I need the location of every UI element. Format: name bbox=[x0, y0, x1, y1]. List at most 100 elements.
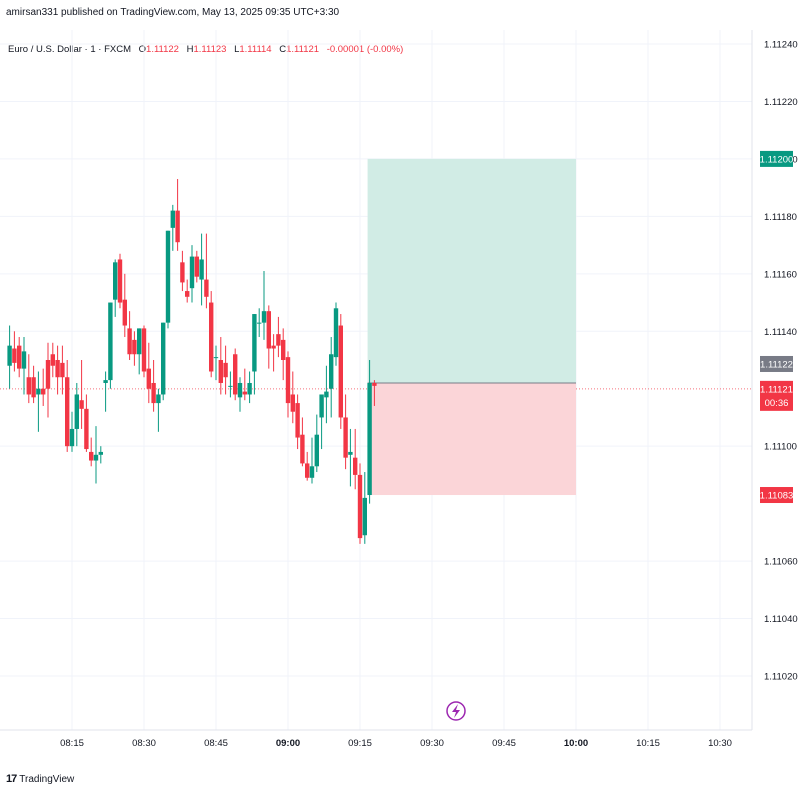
loss-zone bbox=[367, 382, 576, 496]
long-position-tool[interactable] bbox=[367, 158, 576, 496]
time-axis[interactable]: 08:15 08:30 08:45 09:00 09:15 09:30 09:45 10:00… bbox=[60, 738, 732, 749]
candle-body-57 bbox=[281, 339, 286, 360]
candle-body-36 bbox=[180, 262, 185, 283]
candle-body-37 bbox=[185, 291, 190, 297]
price-tick-0: 1.11240 bbox=[764, 40, 798, 51]
candle-body-14 bbox=[74, 394, 79, 429]
candle-body-49 bbox=[242, 391, 247, 395]
close-key: C bbox=[279, 44, 287, 55]
close-value: 1.11121 bbox=[286, 44, 320, 55]
time-tick-6: 09:45 bbox=[492, 738, 516, 749]
time-tick-5: 09:30 bbox=[420, 738, 444, 749]
candle-body-27 bbox=[137, 328, 142, 355]
candle-body-20 bbox=[103, 380, 108, 383]
time-tick-0: 08:15 bbox=[60, 738, 84, 749]
candle-body-2 bbox=[17, 345, 22, 369]
candle-body-21 bbox=[108, 302, 113, 381]
candle-body-61 bbox=[300, 434, 305, 464]
candle-body-68 bbox=[333, 308, 339, 358]
candle-body-73 bbox=[357, 474, 363, 539]
stop-badge-bg bbox=[760, 487, 793, 504]
candle-body-39 bbox=[194, 256, 199, 277]
candle-body-64 bbox=[314, 434, 319, 467]
candle-body-54 bbox=[266, 311, 271, 349]
candle-body-3 bbox=[21, 351, 27, 369]
candle-body-47 bbox=[233, 354, 238, 395]
price-tick-9: 1.11020 bbox=[764, 672, 798, 683]
time-tick-4: 09:15 bbox=[348, 738, 372, 749]
candle-body-60 bbox=[295, 403, 300, 438]
price-tick-4: 1.11160 bbox=[764, 269, 797, 280]
candle-body-1 bbox=[12, 348, 17, 363]
candle-body-17 bbox=[89, 451, 94, 461]
candle-body-58 bbox=[285, 357, 291, 404]
candle-body-23 bbox=[117, 259, 123, 303]
candle-body-31 bbox=[156, 394, 161, 404]
replay-lightning-icon[interactable] bbox=[446, 701, 466, 721]
candle-body-69 bbox=[338, 325, 343, 418]
candle-body-53 bbox=[261, 311, 267, 323]
tradingview-logo-icon: 17 bbox=[6, 773, 17, 785]
target-badge-label: 1.11200 bbox=[760, 154, 794, 165]
symbol-legend: Euro / U.S. Dollar · 1 · FXCM O1.11122 H… bbox=[8, 44, 403, 55]
candle-body-48 bbox=[237, 382, 243, 398]
candle-body-44 bbox=[218, 360, 223, 383]
low-value: 1.11114 bbox=[239, 44, 272, 55]
candle-body-42 bbox=[209, 302, 214, 372]
candle-body-72 bbox=[353, 457, 358, 475]
candle-body-56 bbox=[276, 334, 281, 346]
time-tick-3: 09:00 bbox=[276, 738, 300, 749]
candle-body-11 bbox=[60, 362, 65, 378]
candles bbox=[7, 179, 377, 544]
last-price-badge-bg bbox=[760, 380, 793, 411]
candle-body-41 bbox=[204, 279, 209, 297]
time-tick-1: 08:30 bbox=[132, 738, 156, 749]
candle-body-43 bbox=[213, 357, 219, 359]
candle-body-76 bbox=[372, 382, 377, 386]
entry-badge-bg bbox=[760, 355, 793, 372]
candle-body-16 bbox=[84, 408, 89, 450]
time-tick-9: 10:30 bbox=[708, 738, 732, 749]
price-tick-8: 1.11040 bbox=[764, 614, 798, 625]
candle-body-4 bbox=[26, 377, 31, 395]
candle-body-62 bbox=[305, 463, 310, 478]
branding-name: TradingView bbox=[19, 773, 75, 785]
candle-body-13 bbox=[69, 428, 75, 447]
candle-body-7 bbox=[41, 388, 46, 395]
candle-body-34 bbox=[170, 210, 175, 228]
candle-body-28 bbox=[141, 328, 147, 372]
candle-body-9 bbox=[50, 354, 55, 366]
candle-body-50 bbox=[247, 382, 252, 395]
candle-body-71 bbox=[348, 451, 353, 455]
symbol-name[interactable]: Euro / U.S. Dollar · 1 · FXCM bbox=[8, 44, 131, 55]
candle-body-75 bbox=[367, 382, 372, 496]
candle-body-70 bbox=[343, 417, 348, 458]
open-value: 1.11122 bbox=[146, 44, 179, 55]
candle-body-22 bbox=[113, 262, 118, 300]
publish-info: amirsan331 published on TradingView.com,… bbox=[6, 7, 340, 18]
countdown-label: 00:36 bbox=[765, 398, 789, 409]
high-key: H bbox=[186, 44, 194, 55]
candle-body-18 bbox=[93, 454, 99, 461]
candle-body-67 bbox=[329, 354, 334, 389]
candle-body-5 bbox=[31, 377, 36, 398]
open-key: O bbox=[138, 44, 147, 55]
candle-body-45 bbox=[223, 362, 228, 378]
candle-body-51 bbox=[252, 314, 257, 372]
tradingview-branding[interactable]: 17 TradingView bbox=[6, 773, 74, 785]
price-tick-7: 1.11060 bbox=[764, 557, 798, 568]
candle-body-55 bbox=[271, 345, 276, 349]
change-value: -0.00001 (-0.00%) bbox=[326, 44, 404, 55]
price-tick-6: 1.11100 bbox=[764, 442, 797, 453]
low-key: L bbox=[234, 44, 240, 55]
candle-body-19 bbox=[98, 451, 103, 455]
candle-body-29 bbox=[146, 368, 151, 389]
candle-body-30 bbox=[151, 382, 156, 404]
candle-body-15 bbox=[79, 400, 84, 409]
stop-badge-label: 1.11083 bbox=[760, 491, 794, 502]
candle-body-33 bbox=[165, 230, 171, 323]
candle-body-8 bbox=[45, 360, 51, 389]
candle-body-38 bbox=[189, 256, 195, 289]
price-tick-1: 1.11220 bbox=[764, 97, 798, 108]
